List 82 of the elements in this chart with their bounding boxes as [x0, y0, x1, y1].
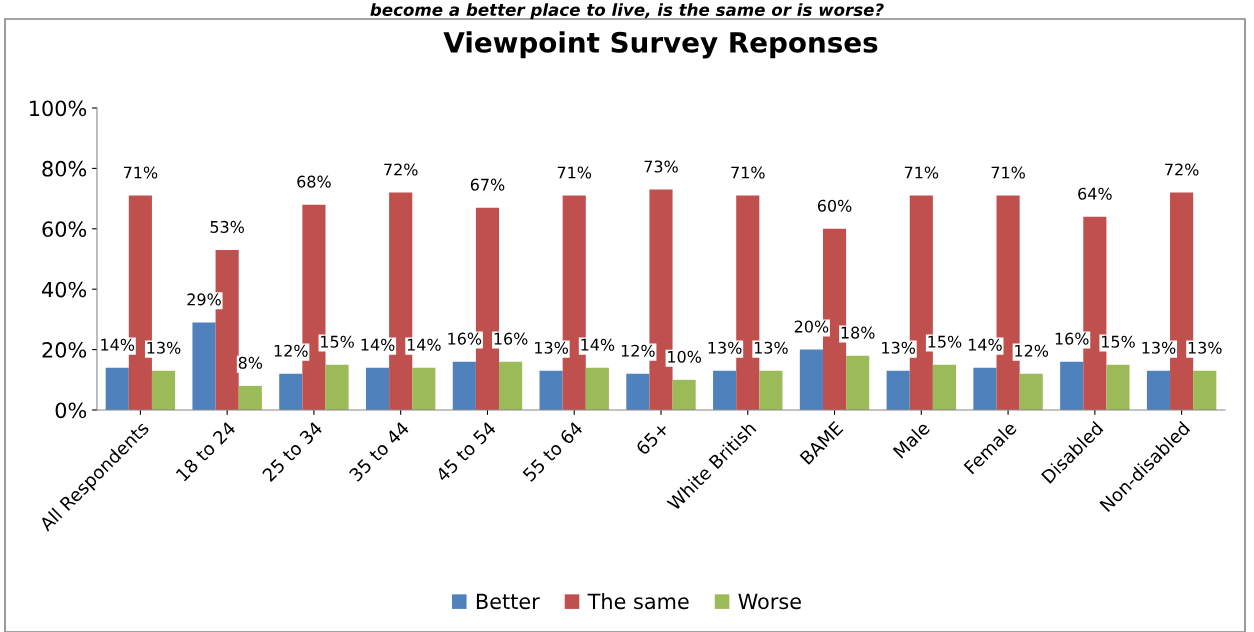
- data-label: 72%: [1165, 163, 1199, 176]
- data-label: 13%: [754, 341, 788, 354]
- x-tick-label: 55 to 64: [522, 420, 584, 483]
- data-label: 67%: [470, 178, 505, 191]
- bar: [1106, 364, 1130, 410]
- data-label: 16%: [448, 332, 482, 345]
- chart-title: Viewpoint Survey Reponses: [443, 31, 878, 59]
- data-label: 14%: [407, 338, 441, 351]
- y-tick-label: 80%: [42, 160, 87, 177]
- data-label: 29%: [187, 293, 221, 306]
- bar: [192, 322, 216, 410]
- data-label: 71%: [731, 166, 765, 179]
- data-label: 71%: [123, 166, 158, 179]
- bar: [713, 370, 737, 410]
- data-label: 13%: [535, 341, 568, 354]
- legend-label: Better: [476, 593, 540, 610]
- bar: [846, 355, 870, 410]
- bar: [539, 370, 563, 410]
- data-label: 15%: [928, 335, 962, 348]
- data-label: 13%: [708, 341, 742, 354]
- data-label: 71%: [557, 166, 592, 179]
- x-tick-label: 45 to 54: [435, 420, 497, 483]
- data-label: 12%: [1015, 344, 1049, 357]
- data-label: 14%: [361, 338, 395, 351]
- data-label: 14%: [101, 338, 135, 351]
- bar: [585, 367, 609, 410]
- data-label: 53%: [210, 220, 245, 233]
- y-tick-label: 40%: [41, 281, 87, 298]
- data-label: 60%: [817, 199, 852, 212]
- bar: [759, 370, 783, 410]
- y-tick-label: 0%: [55, 402, 87, 419]
- bar: [932, 364, 957, 410]
- data-label: 10%: [668, 350, 702, 363]
- bar: [672, 379, 696, 410]
- data-label: 72%: [384, 163, 418, 176]
- bar: [973, 367, 997, 410]
- data-label: 18%: [841, 326, 875, 339]
- bar: [105, 367, 129, 410]
- data-label: 16%: [494, 332, 528, 345]
- data-label: 12%: [621, 344, 655, 357]
- bar: [452, 361, 476, 410]
- data-label: 64%: [1078, 187, 1112, 200]
- data-label: 16%: [1055, 332, 1089, 345]
- data-label: 13%: [147, 341, 181, 354]
- bar: [626, 373, 650, 410]
- bar: [238, 385, 262, 410]
- data-label: 15%: [1101, 335, 1135, 348]
- y-tick-label: 100%: [30, 100, 87, 117]
- data-label: 8%: [238, 356, 263, 369]
- bar: [365, 367, 390, 410]
- x-tick-label: 25 to 34: [261, 420, 324, 483]
- data-label: 13%: [1142, 341, 1176, 354]
- data-label: 68%: [297, 175, 331, 188]
- bar: [1060, 361, 1084, 410]
- bar: [1019, 373, 1043, 410]
- legend-label: Worse: [738, 593, 801, 610]
- bar: [1193, 370, 1217, 410]
- data-label: 14%: [968, 338, 1002, 351]
- bar: [1146, 370, 1171, 410]
- data-label: 20%: [794, 320, 829, 333]
- bar: [799, 349, 823, 410]
- x-tick-label: 35 to 44: [348, 420, 410, 483]
- data-label: 13%: [882, 341, 916, 354]
- y-tick-label: 20%: [42, 342, 87, 358]
- data-label: 15%: [321, 335, 354, 348]
- text: become a better place to live, is the same or is worse?: [370, 3, 884, 20]
- data-label: 71%: [904, 166, 939, 179]
- y-tick-label: 60%: [42, 221, 87, 238]
- bar: [412, 367, 436, 410]
- bar: [151, 370, 176, 410]
- data-label: 12%: [274, 344, 308, 357]
- data-label: 73%: [644, 160, 678, 173]
- data-label: 13%: [1188, 341, 1222, 354]
- bar: [279, 373, 303, 410]
- x-tick-label: 18 to 24: [175, 420, 237, 482]
- bar: [325, 364, 349, 410]
- bar: [499, 361, 523, 410]
- legend-label: The same: [587, 593, 689, 610]
- data-label: 14%: [581, 338, 615, 351]
- data-label: 71%: [991, 166, 1025, 179]
- x-tick-label: 65+: [635, 421, 670, 456]
- bar: [886, 370, 910, 410]
